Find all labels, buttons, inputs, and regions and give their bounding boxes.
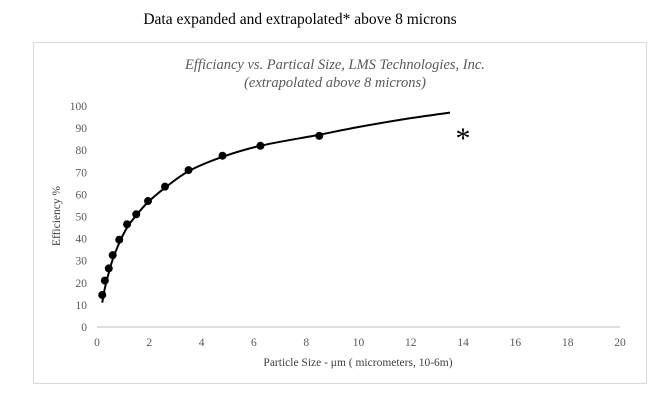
trend-curve (101, 111, 451, 303)
x-tick-label: 18 (562, 337, 574, 349)
data-point (123, 220, 132, 229)
y-tick-label: 0 (81, 322, 87, 334)
x-tick-label: 14 (457, 337, 469, 349)
data-point (184, 166, 193, 175)
data-point (100, 276, 109, 285)
extrapolation-asterisk: * (456, 122, 471, 155)
y-tick-label: 30 (76, 256, 88, 268)
data-point (218, 151, 227, 160)
data-point (160, 182, 169, 191)
x-tick-label: 20 (614, 337, 626, 349)
x-tick-label: 12 (405, 337, 417, 349)
data-points (98, 131, 324, 299)
chart-subtitle: (extrapolated above 8 microns) (244, 75, 426, 91)
data-point (108, 251, 117, 260)
data-point (315, 131, 324, 140)
y-tick-labels: 0 10 20 30 40 50 60 70 80 90 100 (70, 101, 88, 334)
data-point (132, 210, 141, 219)
page-heading: Data expanded and extrapolated* above 8 … (143, 11, 457, 28)
x-tick-labels: 0 2 4 6 8 10 12 14 16 18 20 (94, 337, 626, 349)
data-point (143, 197, 152, 206)
x-tick-label: 8 (303, 337, 309, 349)
y-tick-label: 40 (76, 234, 88, 246)
data-point (115, 235, 124, 244)
x-tick-label: 2 (146, 337, 152, 349)
y-tick-label: 20 (76, 278, 88, 290)
x-tick-label: 0 (94, 337, 100, 349)
y-tick-label: 60 (76, 189, 88, 201)
y-tick-label: 10 (76, 300, 88, 312)
chart-title: Efficiancy vs. Partical Size, LMS Techno… (184, 57, 485, 73)
data-point (98, 290, 107, 299)
x-tick-label: 6 (251, 337, 257, 349)
data-point (256, 141, 265, 150)
y-tick-label: 70 (76, 167, 88, 179)
y-tick-label: 90 (76, 123, 88, 135)
x-tick-label: 10 (353, 337, 365, 349)
data-point (104, 264, 113, 273)
y-tick-label: 50 (76, 212, 88, 224)
x-tick-label: 4 (199, 337, 205, 349)
y-tick-label: 80 (76, 145, 88, 157)
x-tick-label: 16 (510, 337, 522, 349)
y-tick-label: 100 (70, 101, 88, 113)
x-axis-label: Particle Size - μm ( micrometers, 10-6m) (263, 357, 452, 369)
y-axis-label: Efficiency % (51, 186, 63, 247)
